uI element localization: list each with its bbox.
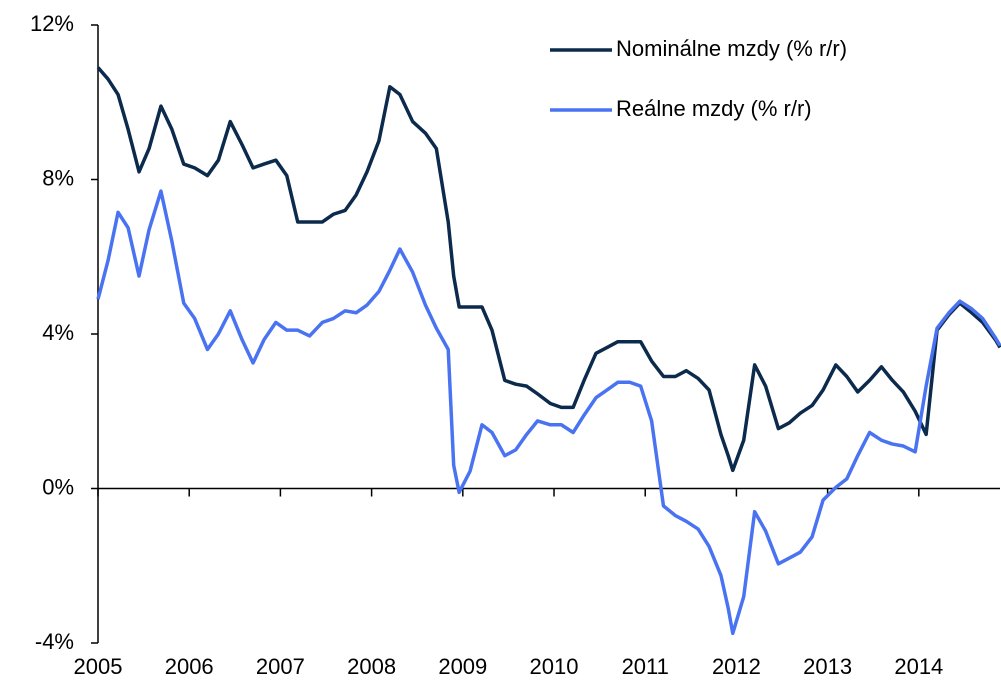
x-tick-label: 2007	[256, 654, 305, 679]
series-line	[96, 189, 1001, 636]
y-tick-label: 4%	[42, 320, 74, 345]
y-tick-label: 12%	[30, 11, 74, 36]
x-tick-label: 2013	[803, 654, 852, 679]
y-tick-label: 0%	[42, 474, 74, 499]
y-tick-label: -4%	[35, 629, 74, 654]
x-tick-label: 2011	[622, 654, 669, 679]
legend-label: Reálne mzdy (% r/r)	[616, 96, 812, 121]
y-tick-label: 8%	[42, 165, 74, 190]
x-tick-label: 2005	[74, 654, 123, 679]
x-tick-label: 2010	[530, 654, 579, 679]
series-line	[96, 66, 1001, 473]
x-tick-label: 2009	[438, 654, 487, 679]
x-tick-label: 2008	[347, 654, 396, 679]
x-tick-label: 2014	[894, 654, 943, 679]
x-tick-label: 2012	[712, 654, 761, 679]
legend-label: Nominálne mzdy (% r/r)	[616, 36, 847, 61]
x-tick-label: 2006	[165, 654, 214, 679]
